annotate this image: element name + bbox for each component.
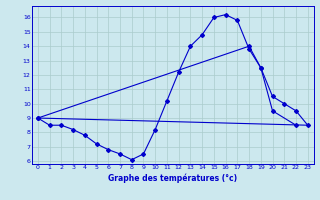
X-axis label: Graphe des températures (°c): Graphe des températures (°c) — [108, 173, 237, 183]
